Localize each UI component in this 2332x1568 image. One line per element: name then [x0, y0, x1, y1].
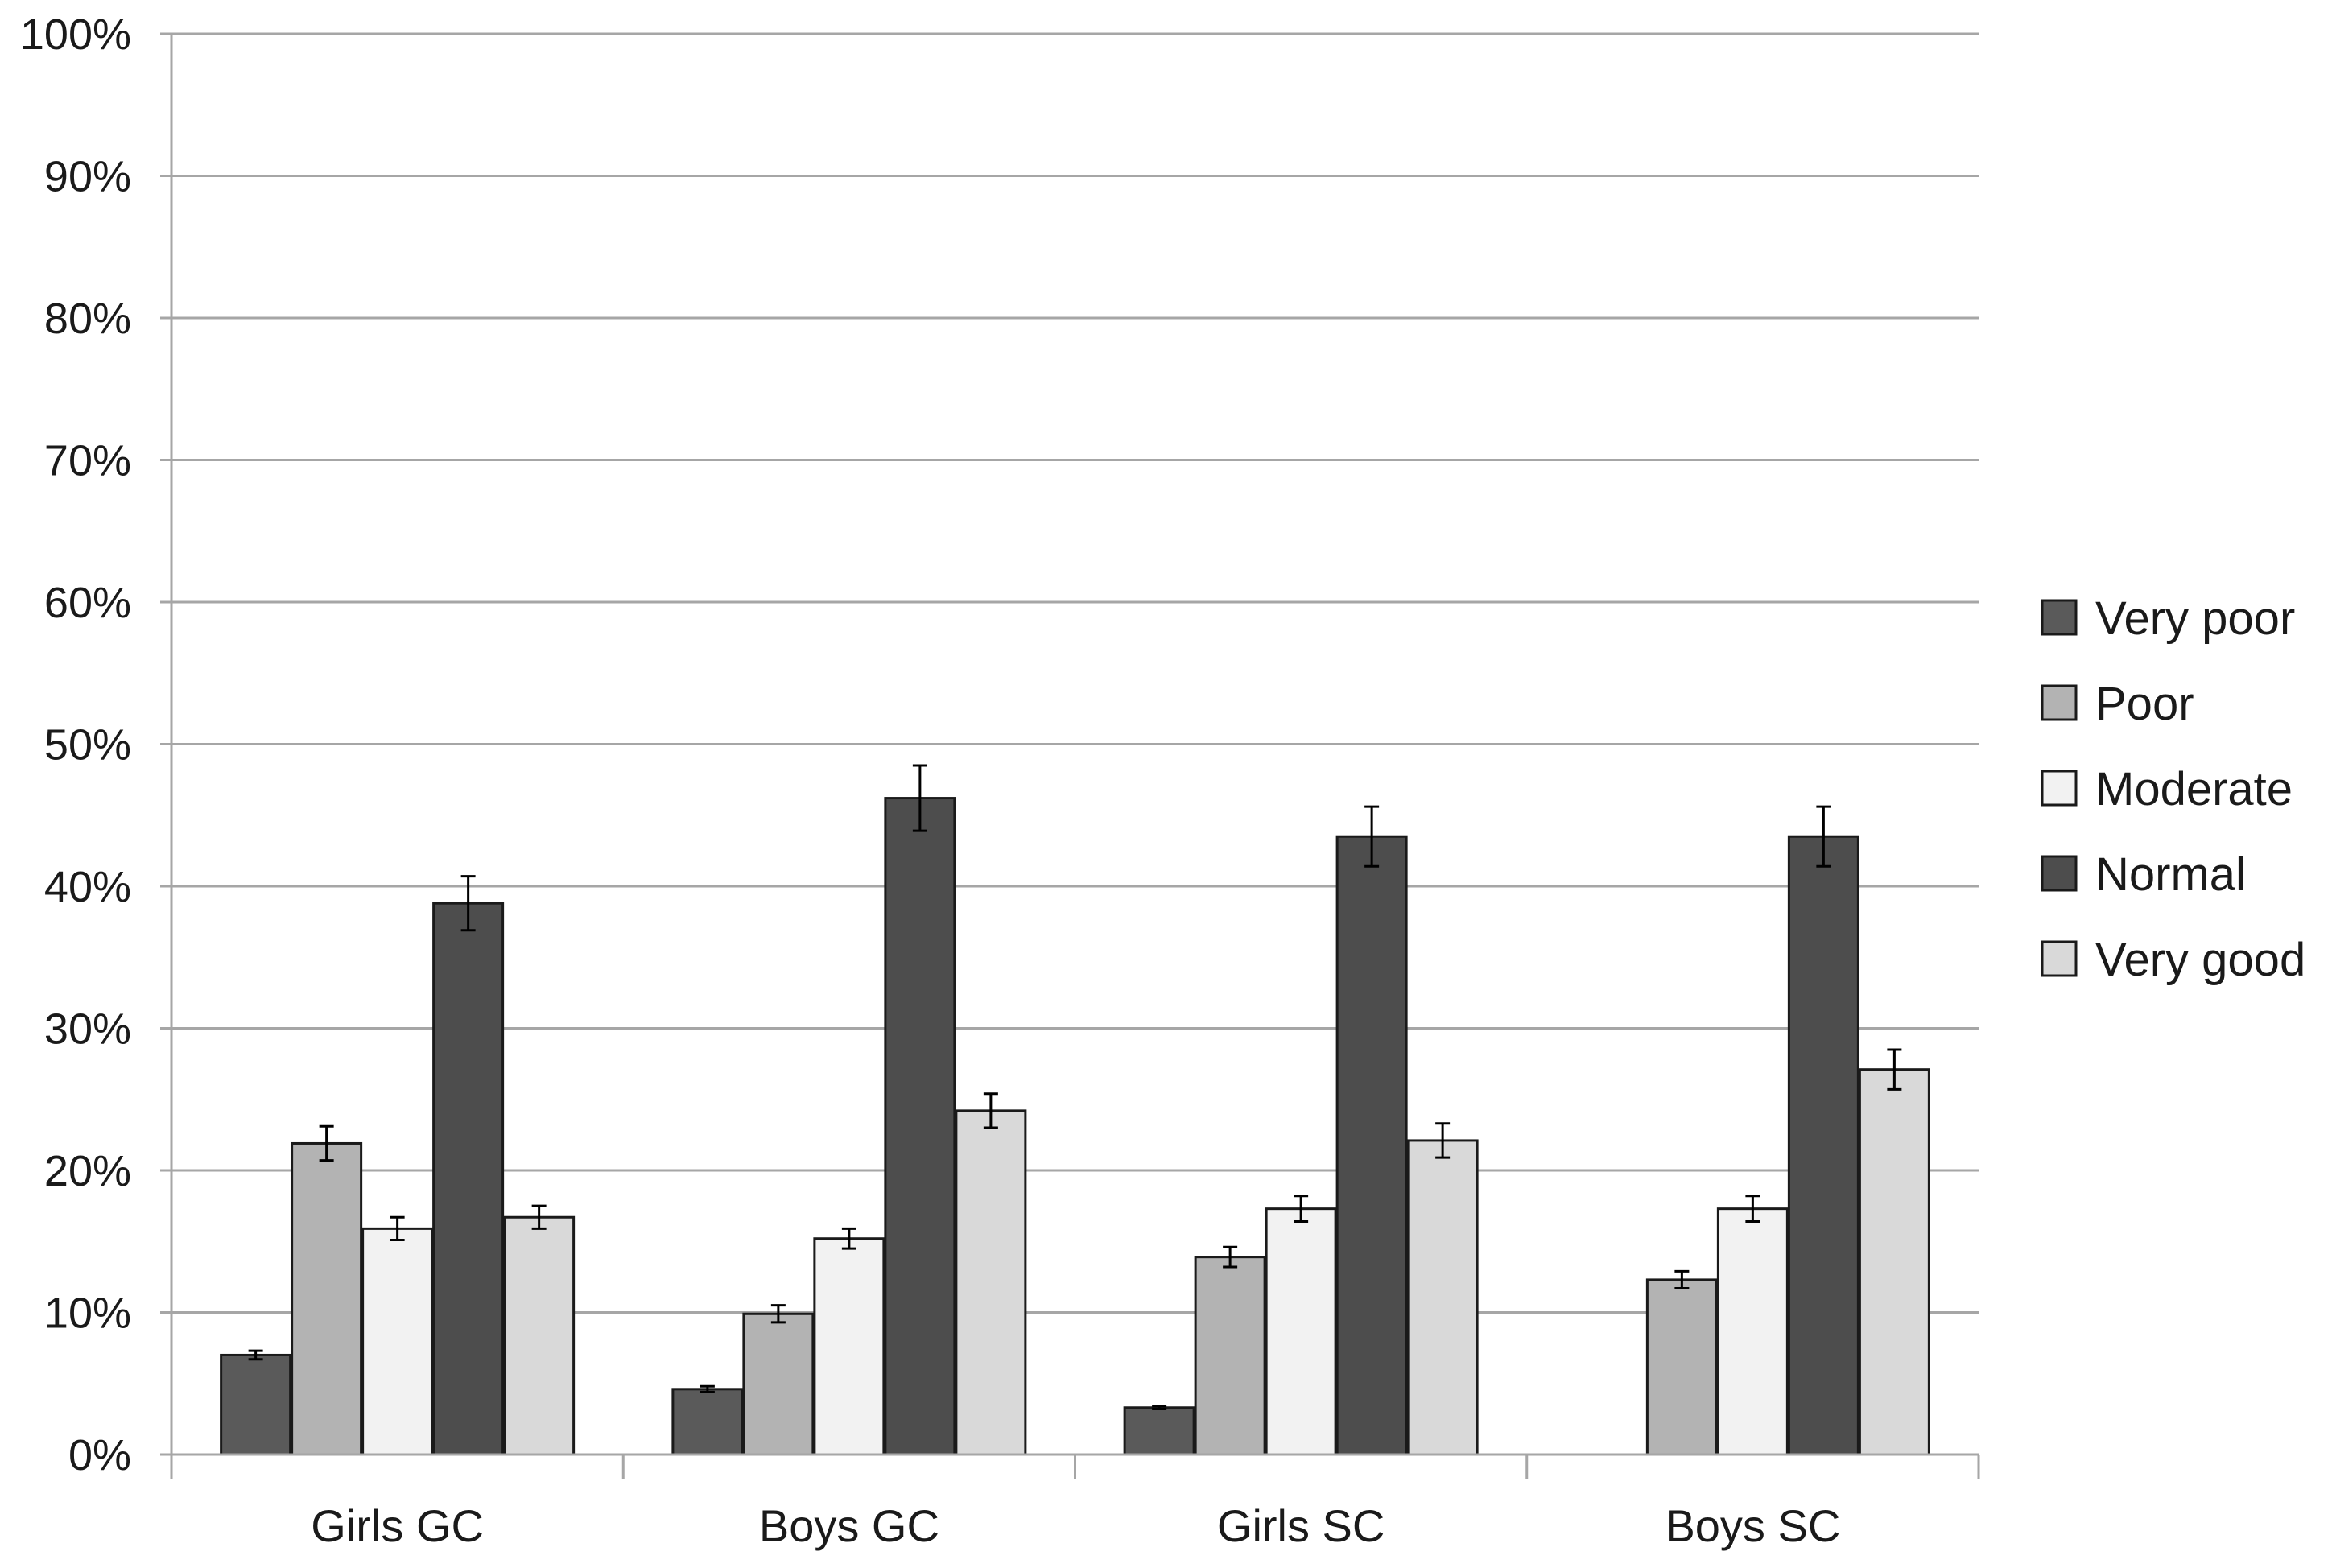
bar — [291, 1141, 363, 1456]
y-tick-label: 80% — [44, 295, 131, 343]
bars — [220, 764, 1930, 1456]
legend-label: Normal — [2095, 848, 2246, 901]
y-tick-label: 20% — [44, 1147, 131, 1195]
y-tick-label: 30% — [44, 1005, 131, 1054]
y-tick-label: 70% — [44, 437, 131, 485]
legend-label: Moderate — [2095, 763, 2293, 815]
x-category-label: Boys SC — [1665, 1500, 1840, 1551]
bar — [1858, 1068, 1930, 1456]
y-tick-label: 50% — [44, 721, 131, 770]
bar — [955, 1109, 1027, 1456]
bar — [1194, 1256, 1266, 1456]
legend-label: Very good — [2095, 934, 2305, 986]
legend: Very poor Poor Moderate Normal Very good — [2041, 592, 2305, 986]
bar — [1787, 835, 1859, 1456]
y-tick-label: 60% — [44, 579, 131, 627]
legend-swatch — [2041, 855, 2078, 892]
legend-label: Very poor — [2095, 592, 2295, 645]
legend-swatch — [2041, 940, 2078, 977]
bar — [1123, 1406, 1195, 1456]
bar — [432, 902, 505, 1456]
bar — [1716, 1207, 1789, 1456]
bar — [1406, 1139, 1479, 1456]
y-axis-tick-labels: 0% 10% 20% 30% 40% 50% 60% 70% 80% 90% 100% — [20, 10, 131, 1479]
axes — [160, 32, 1980, 1479]
bar — [813, 1237, 885, 1456]
y-tick-label: 0% — [68, 1431, 131, 1479]
legend-swatch — [2041, 770, 2078, 807]
legend-swatch — [2041, 684, 2078, 721]
x-category-label: Girls GC — [311, 1500, 484, 1551]
x-category-label: Boys GC — [759, 1500, 939, 1551]
bar — [1645, 1278, 1718, 1456]
x-category-label: Girls SC — [1217, 1500, 1385, 1551]
bar — [220, 1353, 292, 1456]
legend-swatch — [2041, 599, 2078, 636]
y-tick-label: 100% — [20, 10, 131, 59]
x-axis-category-labels: Girls GC Boys GC Girls SC Boys SC — [311, 1500, 1840, 1551]
bar — [503, 1215, 576, 1456]
bar — [884, 797, 956, 1456]
y-tick-label: 40% — [44, 863, 131, 911]
y-tick-label: 90% — [44, 153, 131, 201]
bar — [671, 1388, 744, 1456]
legend-label: Poor — [2095, 678, 2194, 730]
bar — [742, 1312, 815, 1456]
y-tick-label: 10% — [44, 1289, 131, 1338]
bar — [1265, 1207, 1337, 1456]
bar — [361, 1227, 434, 1456]
bar — [1335, 835, 1408, 1456]
